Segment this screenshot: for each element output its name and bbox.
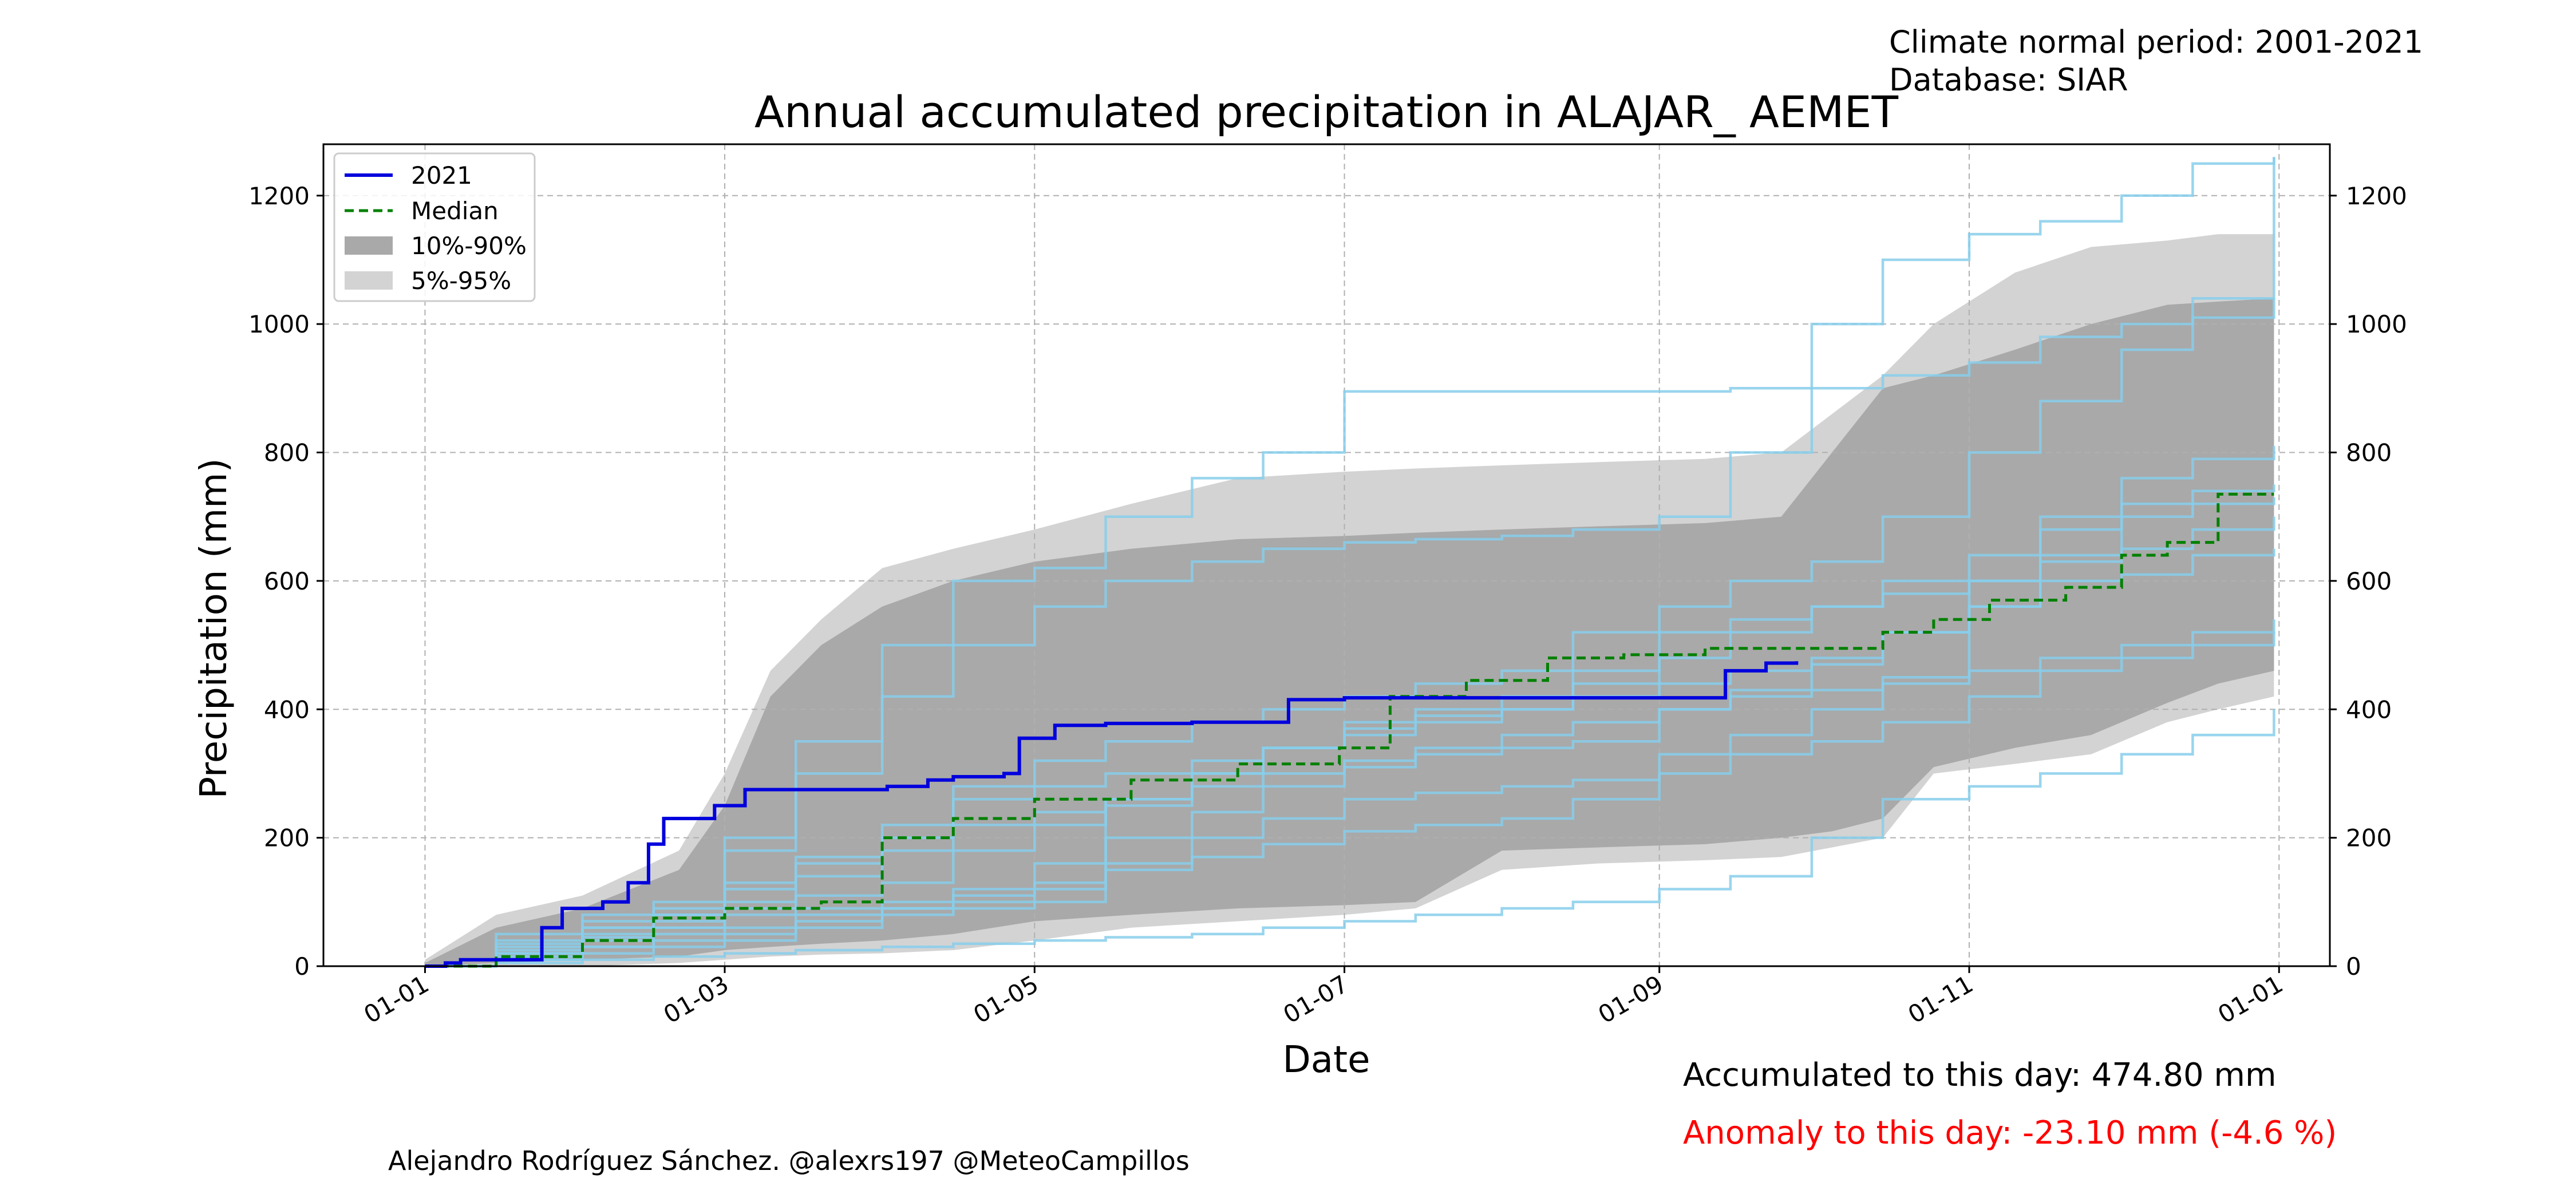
plot-frame [322, 143, 2331, 967]
historical-year-line-9 [425, 632, 2275, 968]
y-tick-label-left-1200: 1200 [248, 182, 310, 210]
legend-label-1: Median [411, 197, 499, 225]
y-tick-label-left-200: 200 [264, 824, 310, 852]
x-tick-label-5: 01-11 [1903, 970, 1978, 1029]
legend-box [333, 152, 536, 302]
x-tick-label-3: 01-07 [1278, 970, 1353, 1029]
x-tick-label-1: 01-03 [659, 970, 733, 1029]
accumulated-label: Accumulated to this day: 474.80 mm [1683, 1057, 2277, 1094]
historical-year-line-3 [425, 709, 2275, 968]
x-tick-label-0: 01-01 [359, 970, 433, 1029]
y-tick-label-left-400: 400 [264, 695, 310, 723]
x-tick-label-2: 01-05 [969, 970, 1043, 1029]
database-label: Database: SIAR [1889, 62, 2128, 98]
legend: 2021 Median 10%-90% 5%-95% [333, 152, 536, 302]
series-lines [425, 492, 2274, 968]
x-axis-label: Date [1283, 1039, 1370, 1081]
x-tick-label-4: 01-09 [1594, 970, 1668, 1029]
chart-title: Annual accumulated precipitation in ALAJ… [754, 86, 1899, 137]
legend-label-3: 5%-95% [411, 267, 511, 295]
legend-swatch-band-10-90 [345, 236, 393, 255]
y-tick-label-right-400: 400 [2346, 695, 2392, 723]
y-tick-label-right-200: 200 [2346, 824, 2392, 852]
y-tick-label-left-800: 800 [264, 439, 310, 467]
x-tick-label-6: 01-01 [2213, 970, 2287, 1029]
legend-swatch-band-5-95 [345, 271, 393, 290]
y-tick-label-left-1000: 1000 [248, 310, 310, 338]
anomaly-label: Anomaly to this day: -23.10 mm (-4.6 %) [1683, 1114, 2337, 1152]
y-tick-label-right-800: 800 [2346, 439, 2392, 467]
y-tick-label-right-0: 0 [2346, 952, 2361, 980]
band-10-90 [425, 298, 2274, 966]
y-tick-label-left-600: 600 [264, 567, 310, 595]
y-tick-label-right-1000: 1000 [2346, 310, 2407, 338]
y-tick-label-right-1200: 1200 [2346, 182, 2407, 210]
y-axis-label: Precipitation (mm) [193, 458, 235, 799]
legend-label-0: 2021 [411, 161, 472, 189]
historical-year-line-6 [425, 298, 2275, 968]
normal-period-label: Climate normal period: 2001-2021 [1889, 24, 2423, 60]
legend-label-2: 10%-90% [411, 232, 527, 260]
y-tick-label-left-0: 0 [294, 952, 310, 980]
historical-year-lines [425, 157, 2275, 968]
grid-lines [323, 144, 2330, 967]
historical-year-line-10 [425, 484, 2275, 968]
percentile-bands [425, 234, 2274, 966]
current-year-line [425, 661, 1799, 968]
y-tick-label-right-600: 600 [2346, 567, 2392, 595]
credit-label: Alejandro Rodríguez Sánchez. @alexrs197 … [388, 1145, 1190, 1176]
